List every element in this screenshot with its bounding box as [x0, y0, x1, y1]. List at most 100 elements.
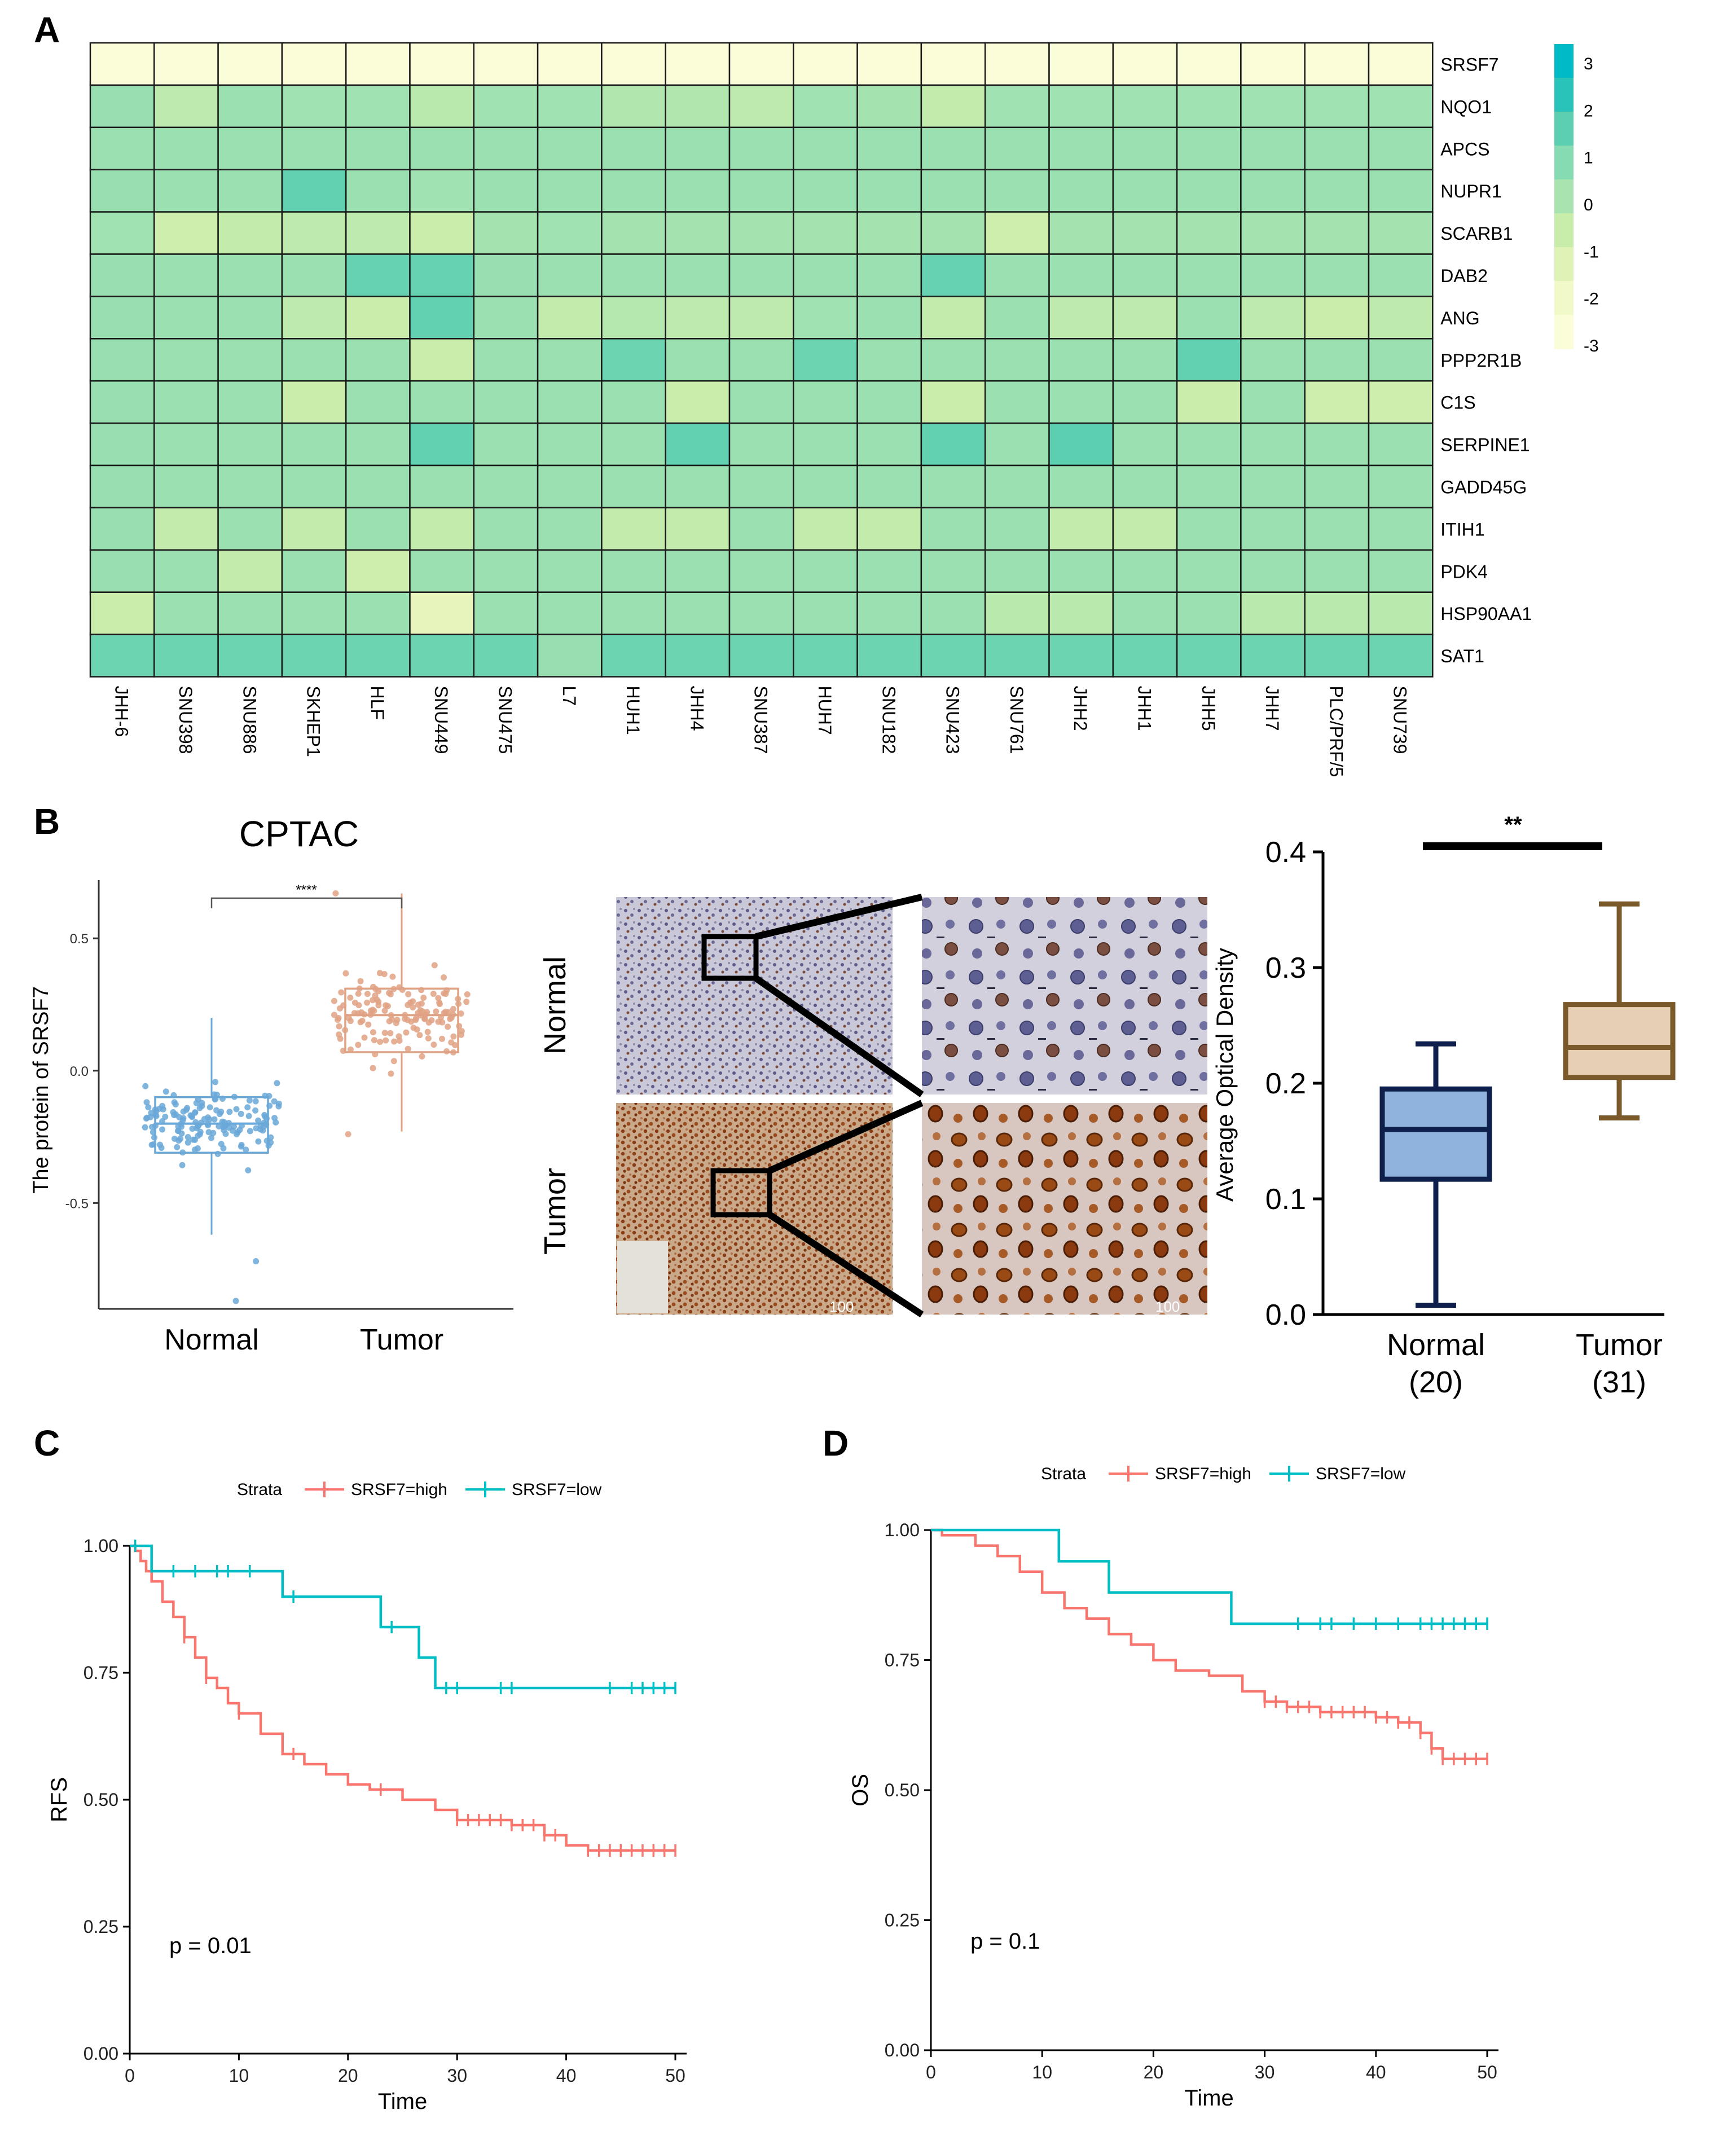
heatmap-row-label-sat1: SAT1	[1440, 646, 1484, 666]
heatmap-cell-hsp90aa1-plc-prf-5	[1304, 591, 1370, 635]
cptac-point-normal	[192, 1109, 199, 1116]
cptac-point-normal	[172, 1101, 179, 1107]
heatmap-cell-apcs-snu398	[153, 126, 219, 170]
heatmap-cell-ang-jhh4	[665, 296, 731, 340]
cptac-point-tumor	[425, 1019, 432, 1026]
heatmap-cell-hsp90aa1-jhh-6	[89, 591, 155, 635]
heatmap-cell-nupr1-snu739	[1368, 169, 1434, 213]
cptac-point-tumor	[347, 1018, 354, 1025]
heatmap-cell-pdk4-skhep1	[281, 549, 347, 593]
cptac-point-normal	[274, 1080, 280, 1087]
heatmap-row-label-scarb1: SCARB1	[1440, 223, 1513, 244]
heatmap-cell-scarb1-snu449	[409, 211, 475, 255]
heatmap-cell-itih1-jhh1	[1112, 507, 1178, 551]
aod-y-tick-label: 0.3	[1265, 952, 1306, 984]
cptac-point-normal	[238, 1142, 245, 1149]
heatmap-cell-c1s-snu886	[217, 380, 283, 424]
cptac-point-normal	[142, 1124, 148, 1131]
km-rfs-y-tick-label: 0.75	[83, 1663, 118, 1683]
heatmap-cell-nqo1-snu886	[217, 84, 283, 129]
heatmap-cell-gadd45g-snu886	[217, 464, 283, 509]
ihc-scale-label-high: 100	[1155, 1298, 1180, 1315]
km-os-x-tick-label: 10	[1032, 2062, 1052, 2082]
heatmap-cell-nqo1-snu182	[856, 84, 922, 129]
heatmap-cell-itih1-plc-prf-5	[1304, 507, 1370, 551]
heatmap-cell-pdk4-snu423	[920, 549, 986, 593]
heatmap-cell-dab2-jhh1	[1112, 253, 1178, 297]
cptac-point-normal	[247, 1128, 253, 1135]
cptac-point-tumor	[433, 1008, 440, 1015]
heatmap-expression: SRSF7 NQO1 APCS NUPR1 SCARB1 DAB2 ANG PPP2R1B C1…	[89, 42, 1532, 777]
cptac-point-normal	[243, 1146, 249, 1153]
cptac-point-tumor	[445, 1023, 451, 1030]
heatmap-cell-sat1-snu423	[920, 634, 986, 678]
heatmap-cell-c1s-snu475	[473, 380, 539, 424]
heatmap-scale-tick-label: 3	[1584, 55, 1593, 73]
heatmap-cell-sat1-hlf	[345, 634, 411, 678]
aod-box-normal	[1379, 1086, 1492, 1182]
heatmap-cell-dab2-snu387	[728, 253, 794, 297]
cptac-point-tumor	[388, 1070, 394, 1077]
heatmap-cell-serpine1-snu398	[153, 422, 219, 467]
panel-label-d: D	[823, 1423, 849, 1463]
heatmap-scale-swatch	[1554, 44, 1574, 78]
cptac-point-normal	[232, 1298, 239, 1304]
heatmap-scale-tick-label: 1	[1584, 149, 1593, 168]
cptac-point-tumor	[396, 1038, 403, 1044]
heatmap-cell-srsf7-huh1	[601, 42, 666, 86]
heatmap-cell-pdk4-snu398	[153, 549, 219, 593]
ihc-tumor-high-mag	[922, 1103, 1207, 1315]
heatmap-cell-srsf7-snu449	[409, 42, 475, 86]
heatmap-cell-gadd45g-snu423	[920, 464, 986, 509]
heatmap-cell-apcs-snu182	[856, 126, 922, 170]
cptac-point-normal	[211, 1116, 218, 1123]
cptac-point-tumor	[450, 1033, 457, 1040]
heatmap-cell-itih1-snu475	[473, 507, 539, 551]
heatmap-cell-serpine1-jhh4	[665, 422, 731, 467]
heatmap-cell-hsp90aa1-snu398	[153, 591, 219, 635]
heatmap-cell-nupr1-snu423	[920, 169, 986, 213]
cptac-point-tumor	[464, 991, 471, 997]
heatmap-cell-scarb1-jhh7	[1240, 211, 1306, 255]
heatmap-cell-dab2-skhep1	[281, 253, 347, 297]
cptac-point-tumor	[436, 999, 443, 1006]
heatmap-cell-nqo1-plc-prf-5	[1304, 84, 1370, 129]
heatmap-cell-hsp90aa1-jhh5	[1176, 591, 1242, 635]
heatmap-col-label-jhh5: JHH5	[1198, 686, 1219, 731]
heatmap-cell-nqo1-snu739	[1368, 84, 1434, 129]
heatmap-cell-sat1-snu739	[1368, 634, 1434, 678]
heatmap-cell-itih1-jhh-6	[89, 507, 155, 551]
cptac-point-normal	[187, 1112, 194, 1119]
cptac-point-normal	[267, 1134, 274, 1141]
heatmap-cell-nupr1-jhh7	[1240, 169, 1306, 213]
km-os-pvalue: p = 0.1	[970, 1929, 1040, 1954]
heatmap-col-label-l7: L7	[559, 686, 579, 706]
cptac-point-normal	[211, 1091, 218, 1098]
km-os: Strata SRSF7=high SRSF7=low 1.00 0.75 0.50 0.2…	[848, 1465, 1498, 2111]
cptac-point-normal	[246, 1097, 253, 1104]
heatmap-cell-sat1-snu449	[409, 634, 475, 678]
heatmap-cell-hsp90aa1-snu449	[409, 591, 475, 635]
cptac-point-normal	[184, 1139, 191, 1146]
cptac-point-normal	[266, 1093, 273, 1100]
aod-y-tick-label: 0.0	[1265, 1299, 1306, 1331]
heatmap-cell-ang-skhep1	[281, 296, 347, 340]
cptac-point-normal	[206, 1104, 213, 1111]
heatmap-cell-dab2-snu449	[409, 253, 475, 297]
heatmap-cell-nupr1-snu398	[153, 169, 219, 213]
cptac-point-tumor	[410, 1004, 416, 1011]
heatmap-cell-ang-jhh-6	[89, 296, 155, 340]
cptac-point-normal	[145, 1104, 152, 1111]
heatmap-cell-ppp2r1b-jhh5	[1176, 338, 1242, 382]
heatmap-cell-nupr1-jhh2	[1048, 169, 1114, 213]
cptac-point-tumor	[389, 973, 396, 980]
heatmap-cell-itih1-snu449	[409, 507, 475, 551]
heatmap-cell-c1s-snu761	[984, 380, 1050, 424]
km-os-plot-area: Strata SRSF7=high SRSF7=low 1.00 0.75 0.50 0.2…	[848, 1465, 1498, 2111]
heatmap-cell-ang-snu475	[473, 296, 539, 340]
heatmap-cell-apcs-huh7	[793, 126, 858, 170]
cptac-point-normal	[206, 1116, 213, 1123]
heatmap-cell-nqo1-jhh1	[1112, 84, 1178, 129]
heatmap-cell-serpine1-plc-prf-5	[1304, 422, 1370, 467]
